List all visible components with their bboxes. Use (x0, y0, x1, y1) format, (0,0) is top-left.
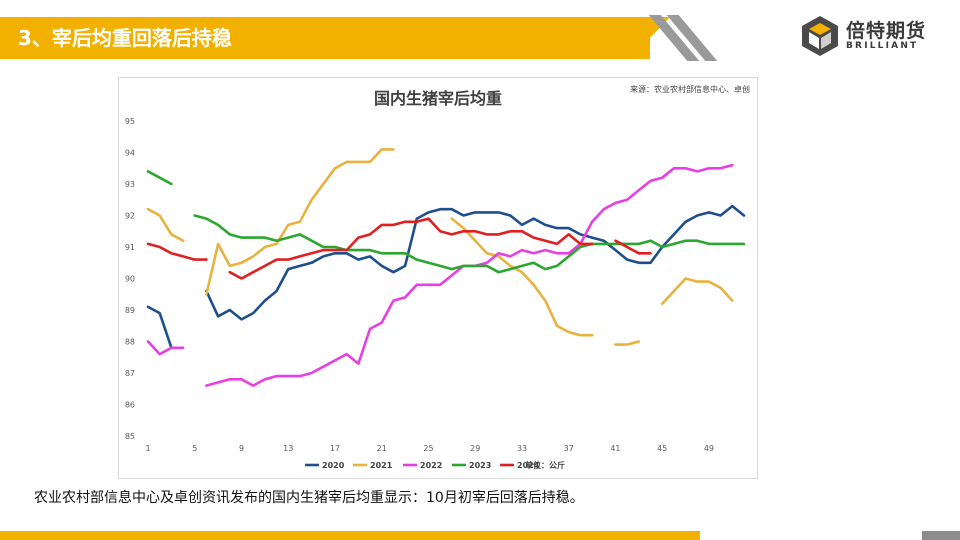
series-line-2021 (146, 148, 734, 346)
y-tick-label: 87 (125, 369, 135, 378)
x-tick-label: 41 (610, 444, 620, 453)
x-tick-label: 25 (423, 444, 433, 453)
y-tick-label: 85 (125, 432, 135, 441)
y-tick-label: 90 (125, 275, 135, 284)
legend-label: 2023 (469, 461, 491, 470)
series-line-2024 (146, 217, 652, 280)
legend-label: 2020 (322, 461, 345, 470)
x-tick-label: 9 (239, 444, 244, 453)
x-tick-label: 49 (704, 444, 714, 453)
slide-title: 3、宰后均重回落后持稳 (18, 26, 232, 50)
x-tick-label: 29 (470, 444, 480, 453)
x-tick-label: 21 (377, 444, 387, 453)
logo-subtitle: BRILLIANT (846, 41, 919, 51)
logo-cube-icon (802, 16, 838, 56)
x-tick-label: 17 (330, 444, 340, 453)
y-tick-label: 95 (125, 117, 135, 126)
y-tick-label: 92 (125, 212, 135, 221)
chart-title: 国内生猪宰后均重 (374, 89, 502, 108)
x-axis: 1 5 9 13 17 21 25 29 33 37 41 45 49 (145, 444, 714, 453)
y-tick-label: 88 (125, 338, 135, 347)
x-tick-label: 13 (283, 444, 293, 453)
footer-bar (0, 531, 700, 540)
brand-logo: 倍特期货 BRILLIANT (800, 14, 940, 58)
y-tick-label: 94 (125, 149, 135, 158)
weight-line-chart: 国内生猪宰后均重 来源：农业农村部信息中心、卓创 858687888990919… (125, 84, 750, 470)
x-tick-label: 5 (192, 444, 197, 453)
series-line-2020 (146, 204, 746, 350)
x-tick-label: 33 (517, 444, 527, 453)
logo-name: 倍特期货 (846, 20, 927, 42)
x-tick-label: 45 (657, 444, 667, 453)
slide-caption: 农业农村部信息中心及卓创资讯发布的国内生猪宰后均重显示：10月初宰后回落后持稳。 (34, 490, 584, 506)
series-lines (146, 148, 746, 387)
title-bar (0, 17, 650, 59)
chart-source: 来源：农业农村部信息中心、卓创 (630, 84, 750, 94)
y-tick-label: 86 (125, 401, 135, 410)
y-tick-label: 89 (125, 306, 135, 315)
legend-label: 2022 (420, 461, 442, 470)
legend-label: 2021 (370, 461, 393, 470)
unit-label: 单位：公斤 (525, 460, 565, 470)
y-tick-label: 91 (125, 243, 135, 252)
y-axis: 85 86 87 88 89 90 91 92 93 94 95 (125, 117, 135, 441)
y-tick-label: 93 (125, 180, 135, 189)
series-line-2023 (146, 170, 746, 274)
legend-label: 2024 (517, 461, 540, 470)
x-tick-label: 37 (564, 444, 574, 453)
footer-block (922, 531, 960, 540)
x-tick-label: 1 (145, 444, 150, 453)
chart-frame: 国内生猪宰后均重 来源：农业农村部信息中心、卓创 85 86 87 88 89 90 91 9… (118, 77, 758, 479)
